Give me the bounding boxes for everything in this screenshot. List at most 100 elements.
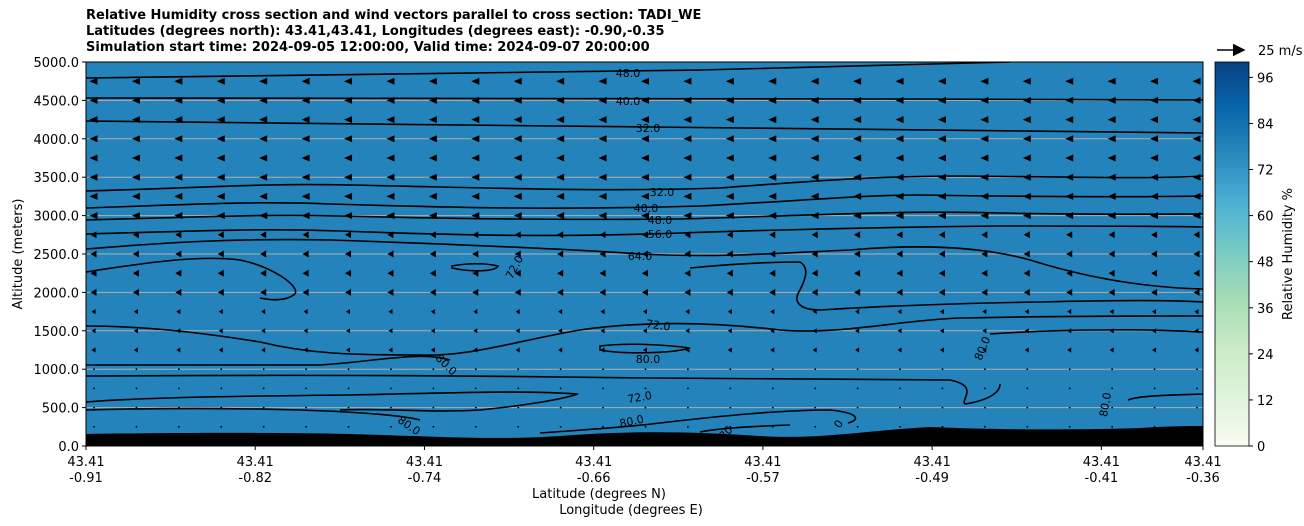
- wind-vector: [216, 154, 225, 162]
- wind-vector: [768, 116, 777, 124]
- wind-vector: [643, 328, 647, 334]
- wind-vector: [513, 173, 522, 181]
- wind-vector: [217, 269, 224, 277]
- wind-vector: [1152, 309, 1157, 315]
- wind-vector: [344, 212, 353, 220]
- wind-vector: [811, 288, 818, 296]
- wind-vector: [558, 347, 563, 353]
- wind-vector: [473, 309, 478, 315]
- wind-vector: [895, 212, 904, 220]
- wind-vector: [388, 309, 393, 315]
- wind-vector-calm: [305, 387, 308, 390]
- colorbar-gradient: [1214, 61, 1250, 447]
- wind-vector: [683, 116, 692, 124]
- wind-vector-calm: [1026, 425, 1029, 428]
- wind-vector: [1065, 192, 1074, 200]
- contour-line: [86, 194, 1203, 209]
- wind-vector: [303, 347, 308, 353]
- wind-vector: [1108, 288, 1115, 296]
- wind-vector: [1107, 154, 1116, 162]
- wind-vector: [260, 231, 267, 239]
- wind-vector: [937, 192, 946, 200]
- wind-vector: [428, 173, 437, 181]
- contour-label: 80.0: [1097, 392, 1114, 418]
- wind-vector-calm: [135, 425, 138, 428]
- chart-title: Relative Humidity cross section and wind…: [86, 8, 701, 56]
- wind-vector: [514, 269, 521, 277]
- wind-vector: [812, 309, 817, 315]
- wind-vector-calm: [432, 406, 435, 409]
- wind-vector: [89, 192, 98, 200]
- wind-vector: [981, 250, 988, 258]
- wind-vector: [725, 135, 734, 143]
- wind-vector-calm: [517, 406, 520, 409]
- wind-vector: [598, 192, 607, 200]
- wind-vector-calm: [729, 425, 732, 428]
- wind-vector: [131, 116, 140, 124]
- wind-vector: [1152, 347, 1157, 353]
- wind-vector: [259, 154, 268, 162]
- wind-vector: [1024, 328, 1029, 334]
- colorbar-tick-label: 12: [1257, 394, 1274, 409]
- contour-line: [86, 407, 421, 421]
- wind-vector: [683, 135, 692, 143]
- wind-vector: [1192, 173, 1201, 181]
- wind-vector: [600, 347, 605, 353]
- wind-vector-calm: [729, 368, 732, 371]
- x-tick-label-lat: 43.41: [575, 455, 612, 470]
- contour-line: [86, 120, 1203, 134]
- wind-vector-calm: [262, 406, 265, 409]
- wind-vector: [853, 135, 862, 143]
- terrain: [86, 426, 1203, 446]
- wind-vector: [643, 309, 647, 315]
- wind-vector: [428, 212, 437, 220]
- x-tick-label-lat: 43.41: [744, 455, 781, 470]
- wind-vector: [1192, 135, 1201, 143]
- wind-vector: [1065, 173, 1074, 181]
- colorbar-ticks: 0 12 24 36 48 60 72 84 96: [1249, 71, 1274, 455]
- wind-vector: [1192, 192, 1201, 200]
- y-tick-label: 3500.0: [34, 171, 80, 186]
- wind-vector: [897, 328, 902, 334]
- wind-vector-calm: [1196, 406, 1198, 409]
- wind-vector: [216, 212, 225, 220]
- x-tick-label-lat: 43.41: [1184, 455, 1221, 470]
- wind-vector: [1194, 347, 1199, 353]
- y-tick-label: 2000.0: [34, 286, 80, 301]
- wind-vector: [980, 96, 989, 104]
- wind-vector: [1109, 347, 1114, 353]
- wind-vector-calm: [390, 368, 392, 371]
- wind-vector-calm: [347, 387, 350, 390]
- wind-vector: [471, 212, 480, 220]
- x-axis-label-lat: Latitude (degrees N): [532, 487, 666, 502]
- wind-vector: [132, 269, 139, 277]
- wind-vector: [387, 231, 394, 239]
- contour-label: 32.0: [650, 186, 675, 199]
- wind-vector: [980, 154, 989, 162]
- wind-vector: [1067, 328, 1072, 334]
- contour-label: 80.0: [618, 413, 645, 431]
- wind-vector: [1150, 96, 1159, 104]
- wind-vector: [1192, 96, 1201, 104]
- wind-vector: [811, 250, 818, 258]
- wind-vector-calm: [220, 425, 223, 428]
- wind-vector-calm: [1026, 368, 1029, 371]
- wind-vector: [90, 250, 97, 258]
- wind-vector: [557, 269, 564, 277]
- contour-line: [599, 343, 691, 354]
- wind-vector: [428, 96, 437, 104]
- wind-vector-calm: [305, 425, 308, 428]
- wind-vector: [513, 154, 522, 162]
- wind-vector-calm: [93, 387, 95, 390]
- wind-vector-calm: [1026, 387, 1029, 390]
- wind-vector: [727, 328, 732, 334]
- wind-vector-calm: [644, 406, 647, 409]
- wind-vector: [641, 135, 649, 143]
- wind-vector: [642, 250, 648, 258]
- wind-vector: [556, 96, 565, 104]
- wind-vector: [1107, 77, 1116, 85]
- wind-vector: [1107, 96, 1116, 104]
- wind-vector-calm: [983, 368, 986, 371]
- x-axis: 43.41-0.9143.41-0.8243.41-0.7443.41-0.66…: [67, 446, 1222, 486]
- colorbar-tick-label: 0: [1257, 440, 1265, 455]
